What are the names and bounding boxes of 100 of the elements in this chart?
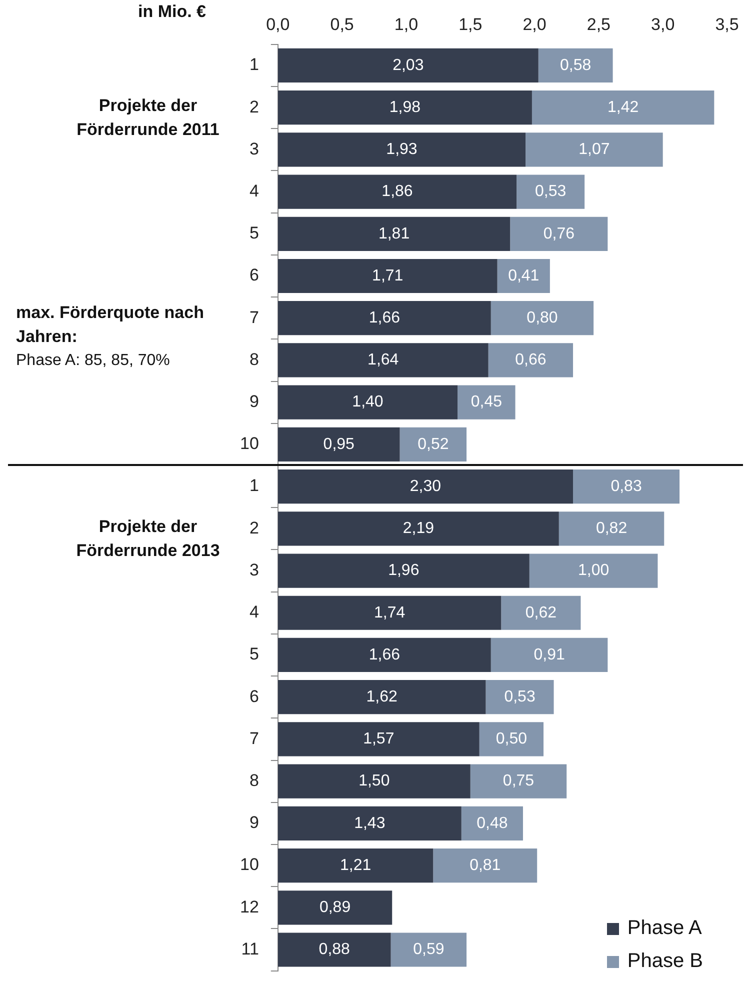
data-label: 1,57	[363, 730, 394, 748]
bar	[529, 554, 658, 588]
data-label: 2,19	[402, 520, 434, 538]
data-label: 0,59	[413, 941, 444, 958]
bar	[458, 385, 516, 420]
bar	[490, 301, 594, 336]
data-label: 1,00	[578, 562, 610, 580]
data-label: 0,50	[496, 730, 528, 748]
bar	[278, 48, 538, 83]
legend-label: Phase A	[627, 917, 702, 940]
y-tick-label: 8	[249, 350, 259, 369]
data-label: 1,93	[386, 141, 418, 158]
bar	[278, 638, 491, 672]
data-label: 0,62	[525, 604, 557, 622]
bar	[278, 680, 486, 714]
data-label: 1,21	[340, 856, 372, 874]
bar	[278, 890, 392, 925]
data-label: 0,48	[476, 814, 508, 832]
data-label: 1,62	[366, 688, 398, 706]
text: max. Förderquote nach Jahren:	[16, 302, 205, 348]
bar	[526, 132, 663, 167]
y-tick-label: 3	[249, 139, 259, 158]
bar	[278, 216, 510, 251]
x-tick-label: 2,0	[522, 14, 546, 34]
bar	[278, 848, 434, 883]
y-tick-label: 10	[240, 434, 259, 454]
y-tick-label: 7	[249, 728, 259, 748]
bar	[479, 722, 544, 756]
data-label: 1,66	[368, 310, 400, 327]
data-label: 0,58	[560, 56, 592, 74]
data-label: 0,89	[319, 899, 351, 916]
data-label: 0,53	[535, 183, 566, 200]
y-tick-label: 2	[249, 97, 259, 116]
data-label: 1,74	[374, 604, 406, 622]
x-axis-title: in Mio. €	[138, 2, 206, 22]
data-label: 1,43	[354, 814, 386, 832]
bar	[510, 216, 608, 251]
y-tick-label: 10	[240, 855, 259, 874]
x-tick-label: 1,5	[458, 14, 482, 34]
bar	[433, 848, 538, 883]
x-tick-label: 0,5	[330, 14, 354, 34]
x-tick-label: 1,0	[394, 14, 418, 34]
data-label: 1,96	[388, 562, 420, 580]
data-label: 0,53	[504, 688, 536, 706]
bar	[278, 596, 502, 630]
data-label: 2,30	[410, 478, 442, 495]
bar	[278, 512, 559, 546]
x-tick-label: 0,0	[266, 14, 290, 34]
y-tick-label: 9	[249, 813, 259, 832]
bar	[486, 680, 554, 714]
data-label: 1,07	[578, 141, 610, 158]
y-tick-label: 8	[249, 770, 259, 790]
bar	[278, 385, 458, 420]
bar	[538, 48, 613, 83]
text: Projekte der Förderrunde 2013	[75, 516, 221, 562]
data-label: 1,98	[389, 98, 421, 116]
legend-label: Phase B	[627, 950, 703, 973]
y-tick-label: 5	[249, 644, 259, 664]
data-label: 1,81	[378, 225, 410, 242]
data-label: 1,86	[382, 183, 413, 200]
bar	[461, 806, 523, 840]
data-label: 2,03	[392, 56, 424, 74]
bar	[573, 469, 680, 504]
bar	[390, 932, 467, 967]
data-label: 0,80	[526, 310, 558, 327]
bar	[532, 90, 714, 125]
data-label: 0,81	[470, 856, 501, 874]
x-tick-label: 3,5	[715, 14, 739, 34]
data-label: 1,66	[368, 646, 400, 664]
y-tick-label: 3	[249, 560, 259, 580]
data-label: 1,50	[358, 772, 390, 790]
bar	[516, 174, 585, 209]
bar	[278, 258, 498, 294]
data-label: 1,42	[607, 98, 639, 116]
bar	[558, 512, 664, 546]
bar	[278, 343, 488, 378]
x-tick-label: 3,0	[651, 14, 675, 34]
data-label: 0,76	[543, 225, 575, 242]
data-label: 0,45	[470, 394, 502, 411]
bar	[278, 427, 400, 462]
y-tick-label: 7	[249, 308, 259, 327]
bar	[278, 301, 491, 336]
bar	[470, 764, 567, 798]
y-tick-label: 12	[240, 897, 259, 916]
data-label: 0,91	[534, 646, 565, 664]
data-label: 0,82	[596, 520, 628, 538]
data-label: 0,41	[508, 267, 540, 284]
data-label: 1,71	[372, 267, 404, 284]
data-label: 0,88	[318, 941, 350, 958]
data-label: 0,66	[515, 352, 546, 369]
y-tick-label: 1	[249, 476, 259, 496]
data-label: 1,40	[352, 394, 384, 411]
y-tick-label: 6	[249, 266, 259, 285]
bar	[278, 554, 530, 588]
y-tick-label: 5	[249, 224, 259, 243]
data-label: 0,52	[418, 436, 449, 453]
bar	[278, 932, 391, 967]
bar	[497, 258, 550, 294]
y-tick-label: 2	[249, 518, 259, 538]
bar	[278, 469, 574, 504]
